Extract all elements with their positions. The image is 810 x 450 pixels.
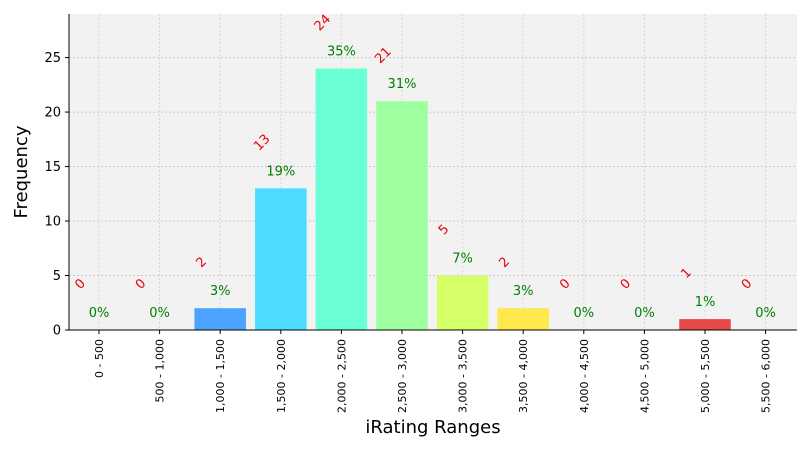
x-tick-label: 4,000 - 4,500 — [578, 339, 591, 413]
y-tick-label: 15 — [44, 160, 61, 175]
percent-label: 1% — [695, 295, 716, 310]
y-tick-label: 0 — [53, 324, 61, 339]
x-tick-label: 2,500 - 3,000 — [396, 339, 409, 413]
x-tick-label: 1,000 - 1,500 — [214, 339, 227, 413]
percent-label: 19% — [266, 164, 295, 179]
x-tick-label: 4,500 - 5,000 — [638, 339, 651, 413]
bar — [497, 308, 549, 330]
percent-label: 0% — [634, 306, 655, 321]
x-ticks: 0 - 500 500 - 1,000 1,000 - 1,500 1,500 - 2… — [93, 330, 773, 413]
x-tick-label: 3,000 - 3,500 — [457, 339, 470, 413]
x-tick-label: 5,000 - 5,500 — [699, 339, 712, 413]
y-axis-title: Frequency — [11, 125, 32, 218]
percent-label: 0% — [89, 306, 110, 321]
percent-label: 0% — [573, 306, 594, 321]
y-tick-label: 10 — [44, 215, 61, 230]
y-ticks: 0 5 10 15 20 25 — [44, 51, 69, 339]
bar — [315, 68, 368, 330]
grid-lines — [69, 14, 797, 330]
percent-label: 3% — [513, 284, 534, 299]
x-tick-label: 5,500 - 6,000 — [760, 339, 773, 413]
x-axis-title: iRating Ranges — [365, 417, 500, 438]
bar — [376, 101, 428, 330]
bar — [194, 308, 246, 330]
y-tick-label: 5 — [53, 269, 61, 284]
percent-label: 7% — [452, 252, 473, 267]
bar — [255, 188, 307, 330]
bars — [194, 68, 731, 330]
bar — [679, 319, 731, 330]
plot-area — [69, 14, 797, 330]
x-tick-label: 1,500 - 2,000 — [275, 339, 288, 413]
x-tick-label: 0 - 500 — [93, 339, 106, 378]
percent-label: 0% — [149, 306, 170, 321]
percent-label: 0% — [755, 306, 776, 321]
percent-label: 35% — [327, 44, 356, 59]
x-tick-label: 3,500 - 4,000 — [517, 339, 530, 413]
percent-label: 31% — [388, 77, 417, 92]
y-tick-label: 25 — [44, 51, 61, 66]
bar — [436, 275, 489, 330]
x-tick-label: 2,000 - 2,500 — [335, 339, 348, 413]
x-tick-label: 500 - 1,000 — [154, 339, 167, 402]
percent-label: 3% — [210, 284, 231, 299]
y-tick-label: 20 — [44, 106, 61, 121]
